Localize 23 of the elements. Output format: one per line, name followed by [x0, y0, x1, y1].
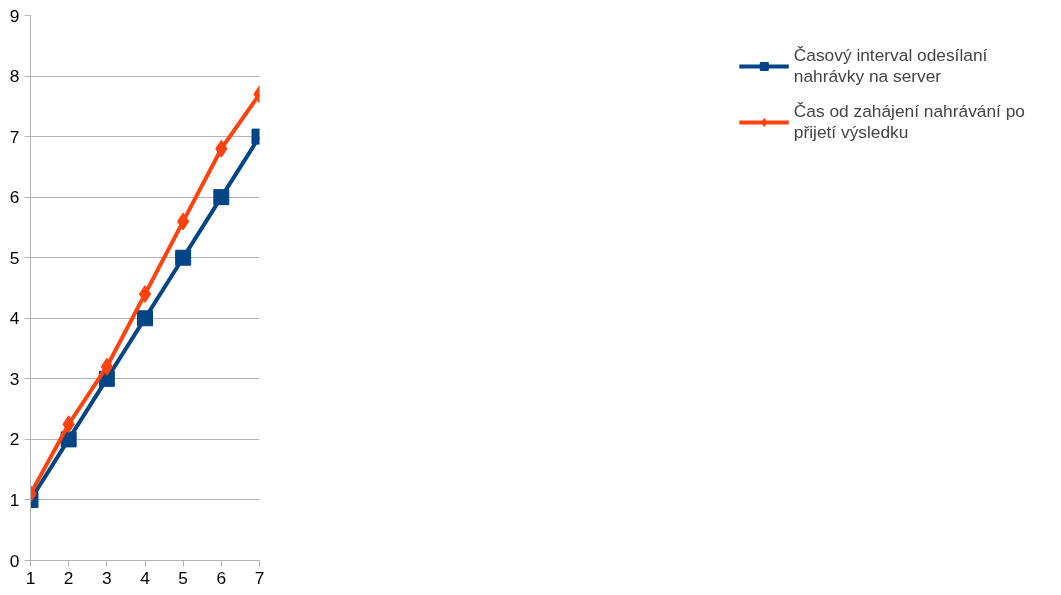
y-tick-label: 7 — [9, 126, 20, 147]
y-tick-label: 2 — [9, 429, 20, 450]
legend-label: Čas od zahájení nahrávání po přijetí výsledku — [793, 101, 1025, 143]
legend-label: Časový interval odesílaní nahrávky na server — [793, 45, 988, 87]
x-tick-label: 4 — [140, 567, 151, 588]
x-tick-label: 2 — [63, 567, 74, 588]
y-tick-label: 4 — [9, 308, 20, 329]
y-tick-label: 1 — [9, 489, 20, 510]
y-tick-label: 5 — [9, 247, 20, 268]
y-tick-label: 3 — [9, 368, 20, 389]
y-tick-label: 6 — [9, 187, 20, 208]
point — [138, 285, 152, 304]
x-tick-label: 3 — [102, 567, 112, 588]
x-tick-label: 6 — [216, 567, 227, 588]
y-tick-label: 9 — [9, 5, 20, 26]
y-tick-label: 0 — [9, 550, 20, 571]
point — [213, 189, 230, 206]
x-tick-label: 5 — [178, 567, 188, 588]
point — [137, 310, 153, 327]
x-tick-label: 1 — [25, 567, 36, 588]
point — [175, 249, 192, 266]
y-tick-label: 8 — [9, 66, 20, 87]
x-tick-label: 7 — [254, 567, 265, 588]
